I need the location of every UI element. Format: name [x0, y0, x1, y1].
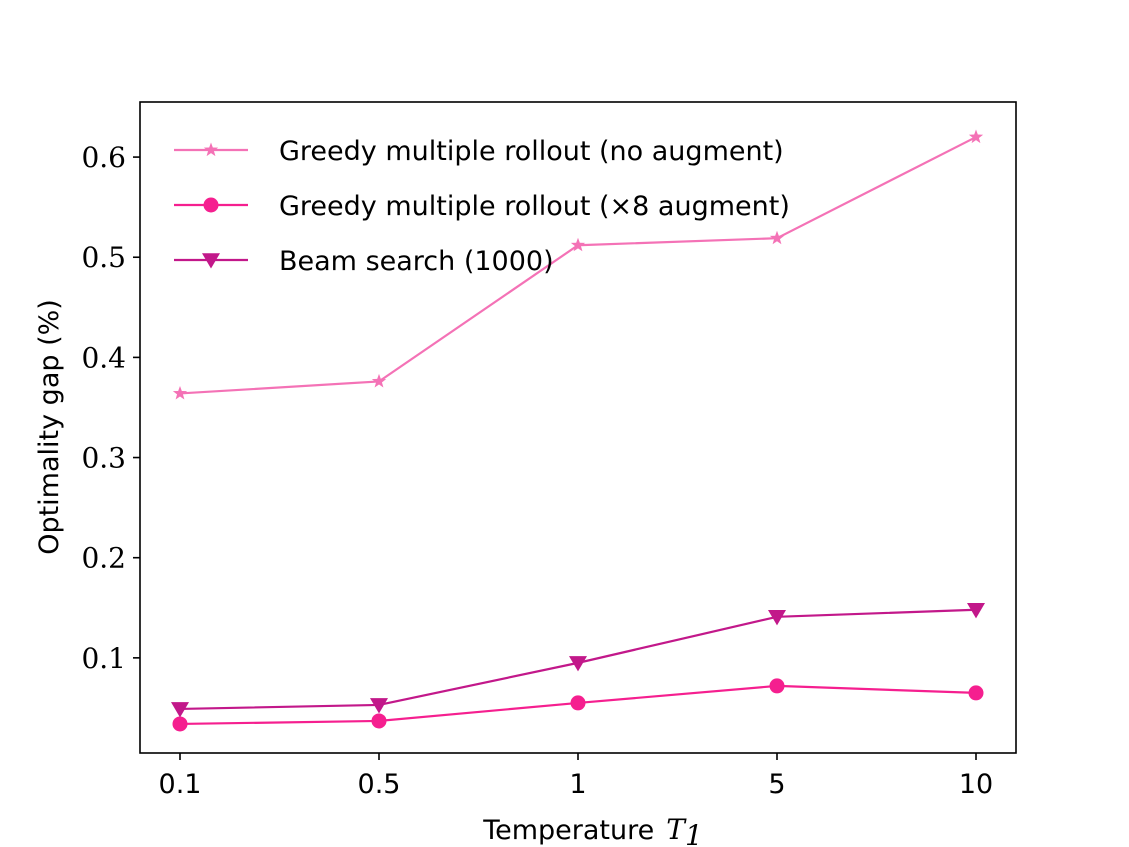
data-point: [371, 713, 387, 729]
data-point: [968, 129, 984, 144]
legend-marker: [203, 197, 219, 213]
legend-label: Greedy multiple rollout (no augment): [279, 136, 784, 167]
data-point: [370, 698, 388, 714]
legend-entry-2: Greedy multiple rollout (×8 augment): [174, 191, 790, 222]
series-2: [172, 678, 984, 732]
data-point: [968, 685, 984, 701]
legend-marker: [202, 253, 220, 269]
x-tick-label: 10: [959, 769, 993, 800]
series-layer: [171, 129, 985, 732]
legend-label: Greedy multiple rollout (×8 augment): [279, 191, 790, 222]
y-tick-label: 0.3: [81, 442, 126, 475]
data-point: [371, 373, 387, 388]
x-axis-label: Temperature T1: [482, 813, 703, 847]
series-1: [172, 129, 984, 400]
y-axis-label: Optimality gap (%): [34, 299, 65, 555]
data-point: [172, 385, 188, 400]
y-tick-label: 0.2: [81, 542, 126, 575]
data-point: [172, 716, 188, 732]
x-tick-label: 5: [768, 769, 785, 800]
x-axis-label-math: T: [666, 813, 687, 846]
y-axis: 0.1 0.2 0.3 0.4 0.5 0.6: [81, 141, 140, 675]
y-tick-label: 0.5: [81, 241, 126, 274]
data-point: [570, 237, 586, 252]
y-tick-label: 0.1: [81, 642, 126, 675]
legend: Greedy multiple rollout (no augment) Gree…: [174, 136, 790, 277]
y-tick-label: 0.4: [81, 341, 126, 374]
data-point: [769, 678, 785, 694]
data-point: [171, 702, 189, 718]
series-3: [171, 603, 985, 718]
y-tick-label: 0.6: [81, 141, 126, 174]
data-point: [768, 610, 786, 626]
data-point: [769, 230, 785, 245]
x-axis-label-subscript: 1: [685, 819, 703, 847]
data-point: [570, 695, 586, 711]
x-tick-label: 1: [569, 769, 586, 800]
x-axis-label-text: Temperature: [482, 815, 654, 846]
legend-entry-3: Beam search (1000): [174, 246, 554, 277]
x-axis: 0.1 0.5 1 5 10: [159, 753, 993, 800]
legend-label: Beam search (1000): [279, 246, 554, 277]
data-point: [569, 656, 587, 672]
x-tick-label: 0.5: [358, 769, 401, 800]
data-point: [967, 603, 985, 619]
x-tick-label: 0.1: [159, 769, 202, 800]
legend-marker: [203, 142, 219, 157]
legend-entry-1: Greedy multiple rollout (no augment): [174, 136, 784, 167]
plot-background: [140, 102, 1016, 753]
